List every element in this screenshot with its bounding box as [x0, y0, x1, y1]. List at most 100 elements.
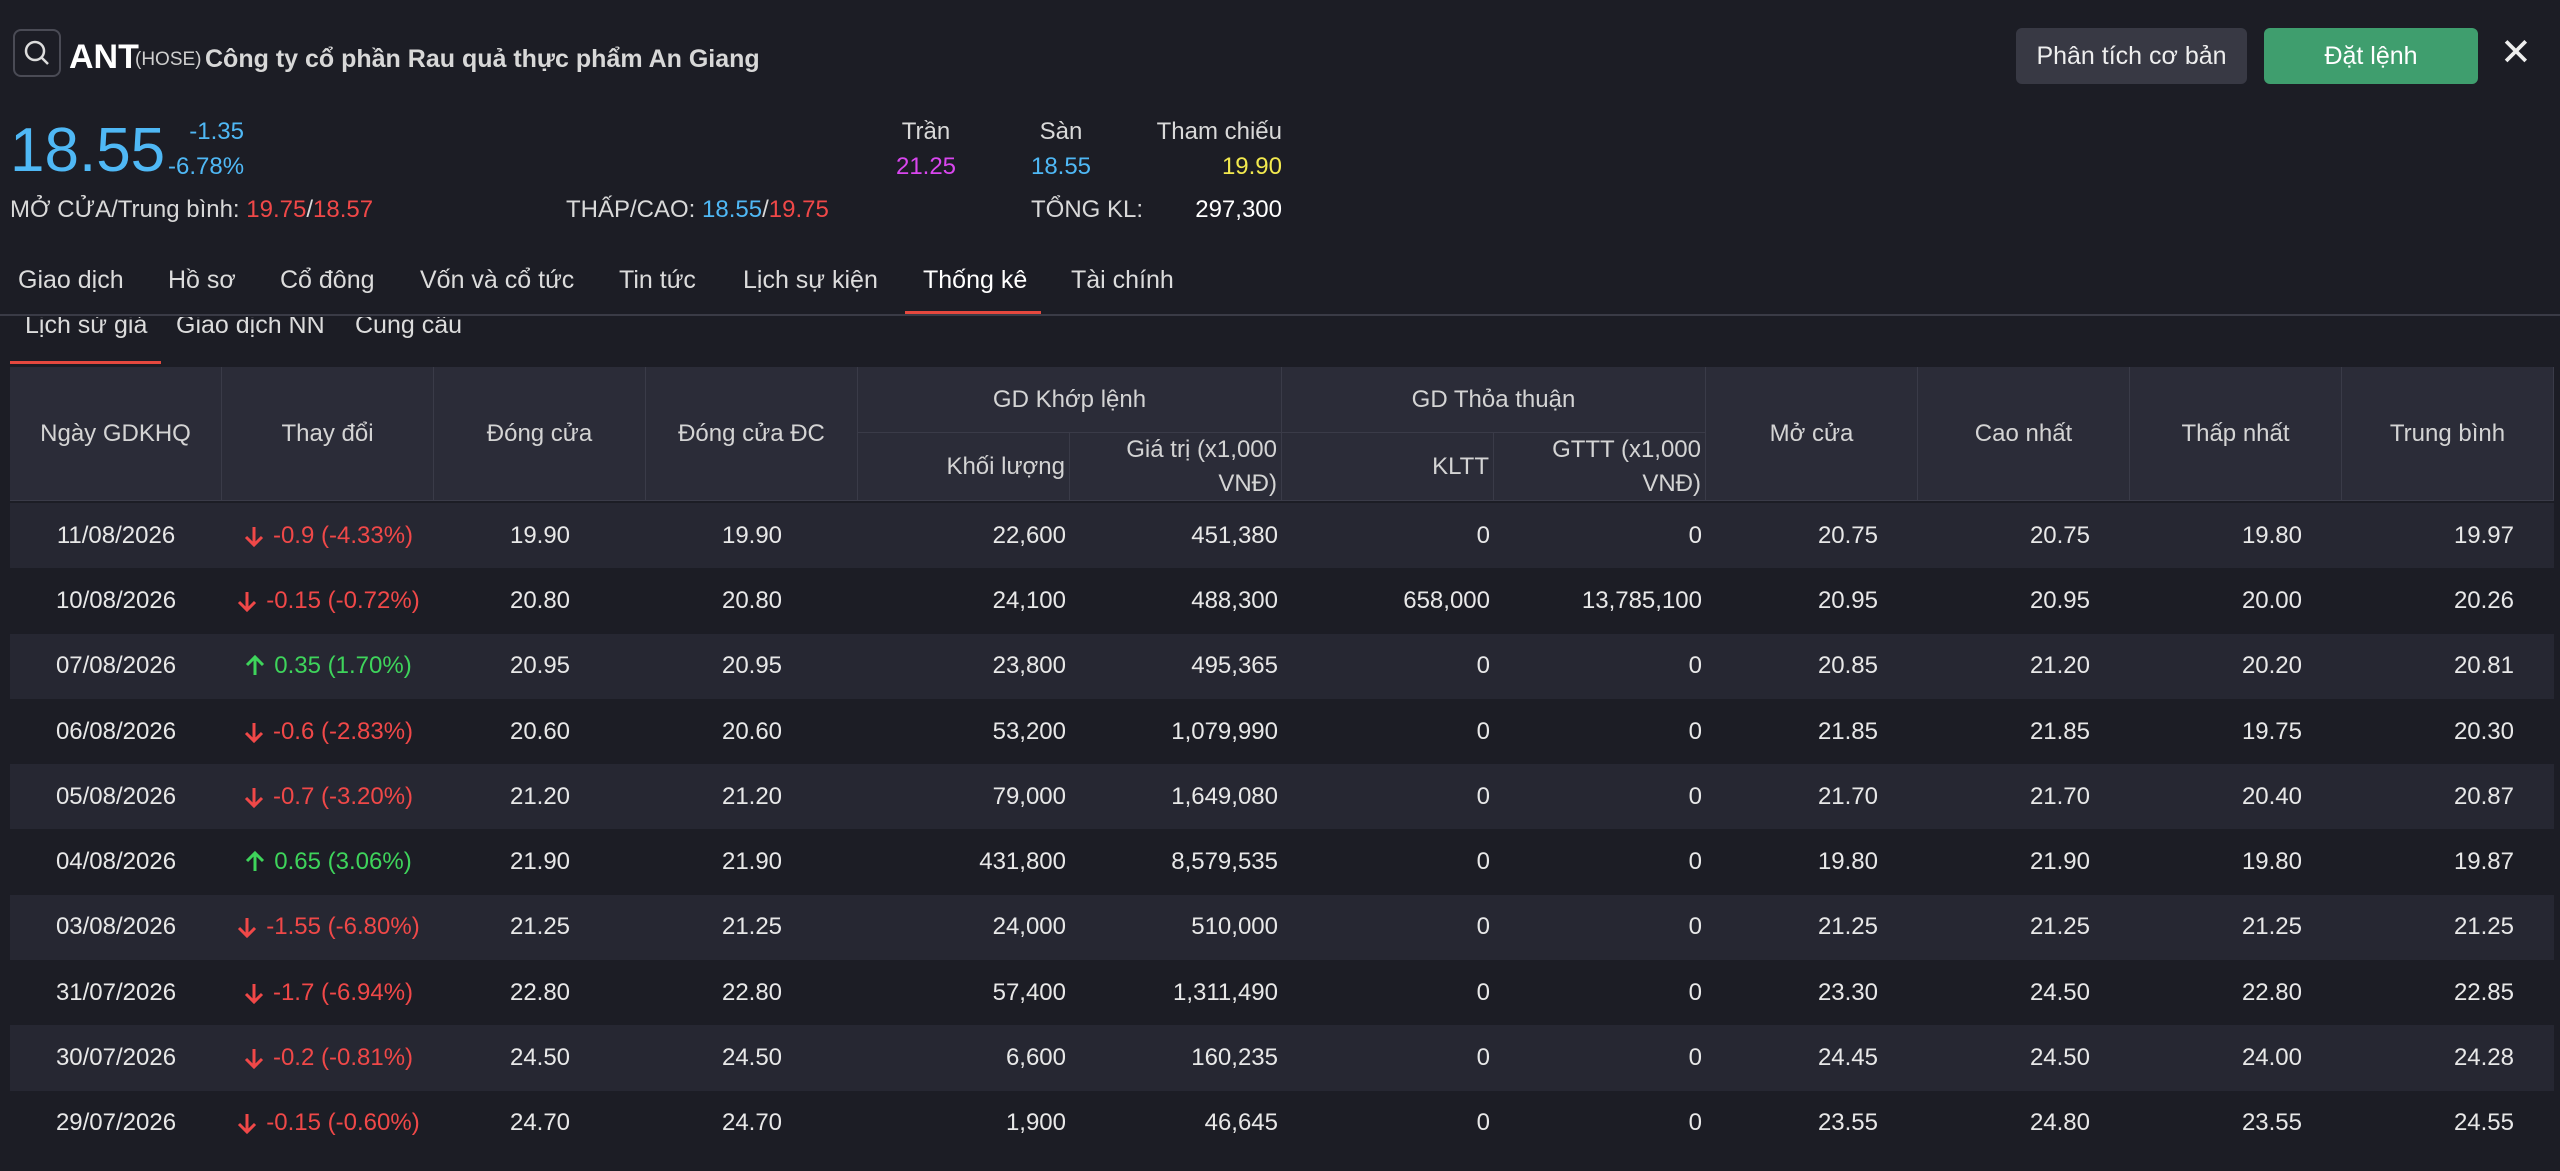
tab[interactable]: Tài chính — [1071, 266, 1174, 294]
table-cell: 21.25 — [1817, 913, 1878, 941]
table-cell: 24.00 — [2241, 1044, 2302, 1072]
ref-label: Tham chiếu — [1156, 118, 1282, 145]
table-cell: 19.90 — [509, 521, 571, 549]
table-row — [10, 764, 2554, 830]
table-cell: 20.81 — [2453, 652, 2514, 680]
table-cell: 24,100 — [992, 586, 1066, 614]
table-cell: 07/08/2026 — [55, 652, 177, 680]
table-cell: 0 — [1688, 978, 1702, 1006]
column-header: Ngày GDKHQ — [10, 367, 222, 501]
table-cell: 8,579,535 — [1171, 848, 1278, 876]
table-cell: 20.75 — [2029, 521, 2090, 549]
table-cell: 1,311,490 — [1173, 978, 1278, 1006]
tab[interactable]: Tin tức — [619, 266, 696, 294]
table-row — [10, 1090, 2554, 1156]
change-cell: -1.55 (-6.80%) — [222, 895, 434, 960]
table-cell: 0 — [1476, 717, 1490, 745]
change-text: 0.65 (3.06%) — [274, 848, 412, 876]
column-header: Khối lượng — [858, 433, 1070, 501]
table-cell: 24.50 — [721, 1044, 783, 1072]
table-row — [10, 698, 2554, 765]
table-cell: 24.45 — [1817, 1044, 1878, 1072]
group-header: GD Khớp lệnh — [858, 367, 1282, 433]
column-header: Cao nhất — [1918, 367, 2130, 501]
table-cell: 20.60 — [509, 717, 571, 745]
table-cell: 21.85 — [2029, 717, 2090, 745]
volume-label: TỔNG KL: — [1031, 196, 1144, 223]
table-cell: 0 — [1688, 1109, 1702, 1137]
table-cell: 0 — [1476, 782, 1490, 810]
floor-label: Sàn — [1039, 118, 1083, 145]
separator: / — [762, 196, 769, 223]
table-cell: 10/08/2026 — [55, 586, 177, 614]
separator: / — [306, 196, 313, 223]
table-cell: 21.20 — [509, 782, 571, 810]
label: MỞ CỬA/Trung bình: — [10, 196, 240, 223]
table-cell: 19.80 — [1817, 848, 1878, 876]
table-cell: 20.95 — [2029, 586, 2090, 614]
table-cell: 510,000 — [1191, 913, 1278, 941]
order-button[interactable]: Đặt lệnh — [2264, 28, 2478, 84]
table-cell: 20.85 — [1817, 652, 1878, 680]
change-cell: -1.7 (-6.94%) — [222, 960, 434, 1025]
table-cell: 23,800 — [992, 652, 1066, 680]
table-cell: 0 — [1476, 913, 1490, 941]
table-row — [10, 568, 2554, 634]
price-change: -1.35 — [189, 118, 244, 145]
tab[interactable]: Thống kê — [923, 266, 1028, 294]
table-row — [10, 503, 2554, 569]
change-cell: -0.7 (-3.20%) — [222, 764, 434, 829]
change-cell: -0.6 (-2.83%) — [222, 699, 434, 764]
table-cell: 20.87 — [2453, 782, 2514, 810]
tab[interactable]: Hồ sơ — [168, 266, 236, 294]
subtab[interactable]: Lịch sử giá — [25, 317, 148, 339]
arrow-down — [238, 1114, 257, 1135]
exchange: (HOSE) — [135, 49, 202, 70]
subtab[interactable]: Cung cầu — [355, 317, 463, 339]
tab[interactable]: Cổ đông — [280, 266, 375, 294]
table-cell: 0 — [1476, 1109, 1490, 1137]
table-cell: 488,300 — [1191, 586, 1278, 614]
column-header: Đóng cửa ĐC — [646, 367, 858, 501]
table-cell: 160,235 — [1191, 1044, 1278, 1072]
table-cell: 23.55 — [2241, 1109, 2302, 1137]
arrow-down — [244, 722, 264, 743]
tab[interactable]: Vốn và cổ tức — [420, 266, 575, 294]
close-button[interactable]: ✕ — [2500, 32, 2532, 74]
table-cell: 20.60 — [721, 717, 783, 745]
table-cell: 1,649,080 — [1171, 782, 1278, 810]
floor: 18.55 — [1030, 153, 1092, 180]
tab[interactable]: Giao dịch — [18, 266, 124, 294]
symbol: ANT — [69, 38, 139, 76]
search-button[interactable] — [13, 29, 61, 77]
analysis-button[interactable]: Phân tích cơ bản — [2016, 28, 2247, 84]
table-cell: 24,000 — [992, 913, 1066, 941]
subtab-bar: Lịch sử giá Giao dịch NN Cung cầu — [0, 317, 2560, 367]
table-cell: 21.25 — [509, 913, 571, 941]
label: THẤP/CAO: — [566, 196, 696, 223]
column-header: Giá trị (x1,000 VNĐ) — [1070, 433, 1282, 501]
last-price: 18.55 — [10, 116, 166, 185]
table-cell: 21.90 — [2029, 848, 2090, 876]
table-cell: 0 — [1476, 848, 1490, 876]
table-cell: 22.80 — [721, 978, 783, 1006]
column-header: Mở cửa — [1706, 367, 1918, 501]
table-cell: 79,000 — [992, 782, 1066, 810]
table-row — [10, 894, 2554, 961]
subtab[interactable]: Giao dịch NN — [176, 317, 325, 339]
table-row — [10, 829, 2554, 895]
table-cell: 30/07/2026 — [55, 1044, 177, 1072]
table-cell: 24.55 — [2453, 1109, 2514, 1137]
arrow-down — [244, 787, 264, 808]
arrow-up — [246, 655, 265, 676]
tab[interactable]: Lịch sự kiện — [743, 266, 878, 294]
table-cell: 20.95 — [1817, 586, 1878, 614]
table-row — [10, 1025, 2554, 1091]
ref-price: 19.90 — [1221, 153, 1282, 180]
table-cell: 0 — [1688, 913, 1702, 941]
table-cell: 0 — [1688, 782, 1702, 810]
table-cell: 0 — [1688, 717, 1702, 745]
table-cell: 57,400 — [992, 978, 1066, 1006]
table-cell: 22.85 — [2453, 978, 2514, 1006]
